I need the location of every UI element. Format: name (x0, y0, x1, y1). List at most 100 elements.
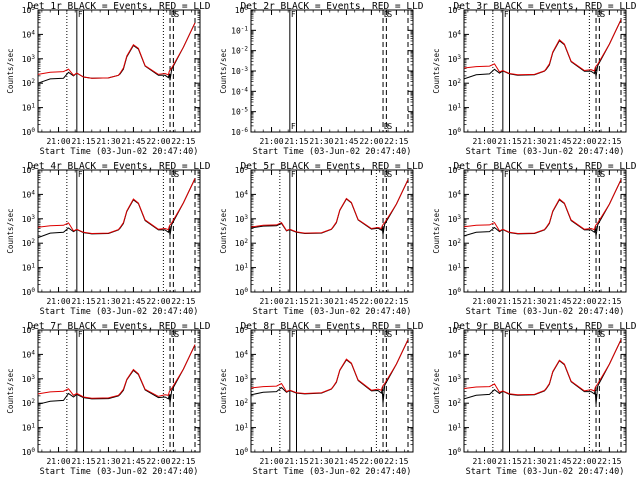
panel-det-5r: Det 5r BLACK = Events, RED = LLD 100 101 10… (219, 161, 424, 317)
y-tick-label: 103 (22, 374, 36, 384)
series-line-events (37, 22, 196, 84)
y-axis-label: Counts/sec (6, 48, 15, 93)
x-tick-label: 21:45 (121, 297, 145, 306)
event-marker-f: F (291, 10, 296, 19)
x-tick-label: 22:15 (171, 137, 195, 146)
event-marker-s: S (600, 170, 605, 179)
x-tick-label: 21:00 (259, 457, 283, 466)
event-marker-f: F (291, 330, 296, 339)
x-axis-label: Start Time (03-Jun-02 20:47:40) (40, 307, 199, 317)
x-tick-label: 21:00 (259, 297, 283, 306)
x-tick-label: 22:15 (597, 297, 621, 306)
x-tick-label: 22:15 (171, 297, 195, 306)
panel-det-2r: Det 2r BLACK = Events, RED = LLD 10-6 10-5… (219, 1, 424, 157)
event-marker-s: S (174, 10, 179, 19)
series-line-events (250, 339, 409, 404)
y-tick-label: 103 (22, 214, 36, 224)
y-tick-label: 100 (235, 287, 249, 297)
plot-frame (37, 169, 201, 293)
x-tick-label: 22:00 (146, 297, 170, 306)
x-tick-label: 21:45 (547, 457, 571, 466)
y-tick-label: 102 (22, 398, 36, 408)
y-tick-label: 10-6 (231, 127, 248, 137)
y-tick-label: 105 (235, 165, 249, 175)
x-axis-label: Start Time (03-Jun-02 20:47:40) (253, 147, 412, 157)
y-tick-label: 105 (22, 325, 36, 335)
x-axis-label: Start Time (03-Jun-02 20:47:40) (253, 307, 412, 317)
event-marker-f: F (78, 10, 83, 19)
panel-title: Det 6r BLACK = Events, RED = LLD (453, 161, 636, 172)
event-marker-s: S (387, 10, 392, 19)
x-tick-label: 21:15 (284, 297, 308, 306)
x-tick-label: 21:15 (284, 457, 308, 466)
panel-title: Det 9r BLACK = Events, RED = LLD (453, 321, 636, 332)
panel-det-6r: Det 6r BLACK = Events, RED = LLD 100 101 10… (432, 161, 637, 317)
x-tick-label: 21:15 (284, 137, 308, 146)
y-tick-label: 101 (235, 263, 249, 273)
x-tick-label: 22:15 (171, 457, 195, 466)
event-marker-s: S (387, 170, 392, 179)
x-tick-label: 22:00 (359, 457, 383, 466)
y-axis-label: Counts/sec (432, 48, 441, 93)
y-tick-label: 105 (235, 325, 249, 335)
event-marker-f: F (504, 10, 509, 19)
x-tick-label: 22:00 (146, 137, 170, 146)
y-tick-label: 103 (448, 54, 462, 64)
event-marker-s: S (387, 122, 392, 131)
y-tick-label: 105 (448, 325, 462, 335)
panel-title: Det 2r BLACK = Events, RED = LLD (240, 1, 423, 12)
y-tick-label: 101 (22, 423, 36, 433)
x-tick-label: 21:15 (497, 137, 521, 146)
series-line-lld (37, 22, 196, 79)
y-tick-label: 104 (235, 189, 249, 199)
y-axis-label: Counts/sec (219, 368, 228, 413)
y-tick-label: 102 (448, 238, 462, 248)
x-tick-label: 21:15 (497, 457, 521, 466)
y-tick-label: 104 (448, 29, 462, 39)
event-marker-s: S (600, 10, 605, 19)
x-tick-label: 21:45 (334, 457, 358, 466)
y-tick-label: 100 (22, 447, 36, 457)
event-marker-s: S (387, 330, 392, 339)
panel-det-8r: Det 8r BLACK = Events, RED = LLD 100 101 10… (219, 321, 424, 477)
event-marker-s: S (174, 330, 179, 339)
x-tick-label: 21:45 (547, 297, 571, 306)
x-tick-label: 21:00 (472, 137, 496, 146)
x-tick-label: 22:00 (572, 137, 596, 146)
y-tick-label: 104 (448, 349, 462, 359)
x-tick-label: 21:45 (121, 137, 145, 146)
y-tick-label: 105 (22, 5, 36, 15)
x-tick-label: 21:45 (547, 137, 571, 146)
x-tick-label: 22:00 (146, 457, 170, 466)
x-axis-label: Start Time (03-Jun-02 20:47:40) (40, 467, 199, 477)
y-tick-label: 100 (448, 447, 462, 457)
event-marker-s: S (174, 170, 179, 179)
y-tick-label: 103 (235, 374, 249, 384)
y-tick-label: 101 (448, 103, 462, 113)
y-tick-label: 102 (448, 78, 462, 88)
plot-frame (463, 9, 627, 133)
y-tick-label: 101 (22, 263, 36, 273)
x-tick-label: 21:45 (121, 457, 145, 466)
y-tick-label: 104 (448, 189, 462, 199)
y-tick-label: 10-3 (231, 66, 248, 76)
x-tick-label: 21:30 (309, 137, 333, 146)
series-line-lld (250, 179, 409, 234)
y-tick-label: 104 (22, 189, 36, 199)
series-line-lld (250, 339, 409, 395)
x-tick-label: 21:00 (259, 137, 283, 146)
y-tick-label: 103 (235, 214, 249, 224)
y-tick-label: 100 (235, 447, 249, 457)
panel-title: Det 8r BLACK = Events, RED = LLD (240, 321, 423, 332)
event-marker-f: F (78, 170, 83, 179)
x-tick-label: 21:30 (309, 457, 333, 466)
x-tick-label: 21:00 (472, 457, 496, 466)
x-tick-label: 22:00 (572, 457, 596, 466)
event-marker-f: F (291, 122, 296, 131)
y-tick-label: 102 (235, 398, 249, 408)
y-tick-label: 102 (22, 238, 36, 248)
series-line-events (250, 179, 409, 235)
x-tick-label: 21:30 (309, 297, 333, 306)
y-axis-label: Counts/sec (6, 368, 15, 413)
x-tick-label: 21:00 (46, 457, 70, 466)
